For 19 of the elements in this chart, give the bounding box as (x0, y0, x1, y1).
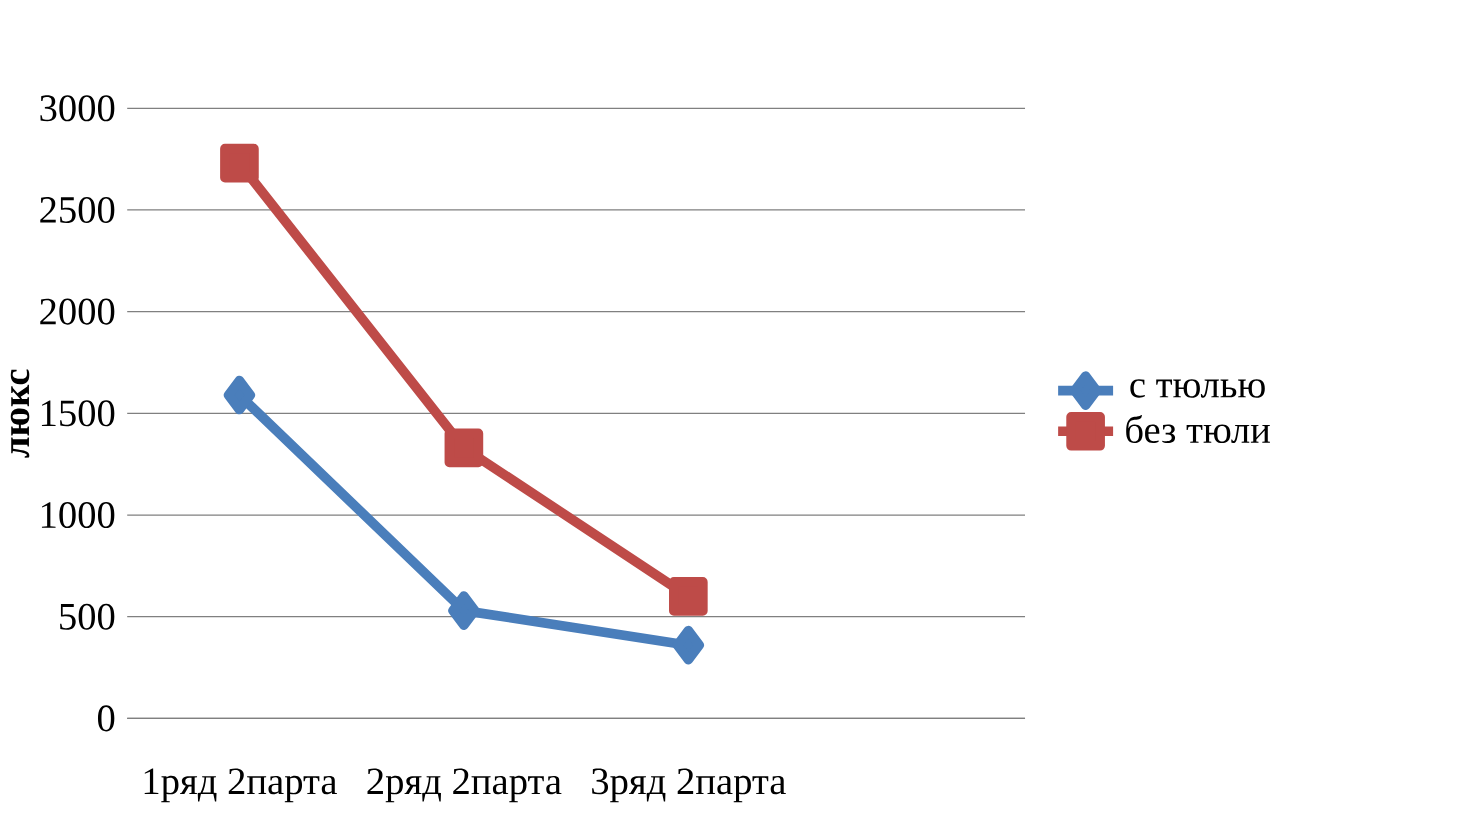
y-tick-label: 0 (97, 705, 115, 732)
point (669, 577, 708, 616)
y-tick-label: 2500 (40, 196, 115, 223)
legend-label: без тюли (1126, 415, 1270, 444)
point (444, 428, 484, 468)
point (448, 591, 480, 630)
x-tick-label: 1ряд 2парта (144, 768, 337, 803)
point (220, 143, 259, 183)
point (672, 625, 705, 665)
y-axis-title: люкс (10, 369, 30, 458)
point (223, 375, 256, 415)
y-tick-label: 500 (60, 603, 115, 630)
x-tick-label: 3ряд 2парта (592, 768, 786, 803)
y-tick-label: 1000 (41, 502, 115, 529)
y-tick-label: 1500 (41, 400, 115, 427)
y-tick-label: 3000 (40, 95, 115, 122)
x-tick-label: 2ряд 2парта (367, 768, 562, 803)
y-tick-label: 2000 (40, 298, 115, 325)
legend-label: с тюлью (1130, 379, 1265, 398)
